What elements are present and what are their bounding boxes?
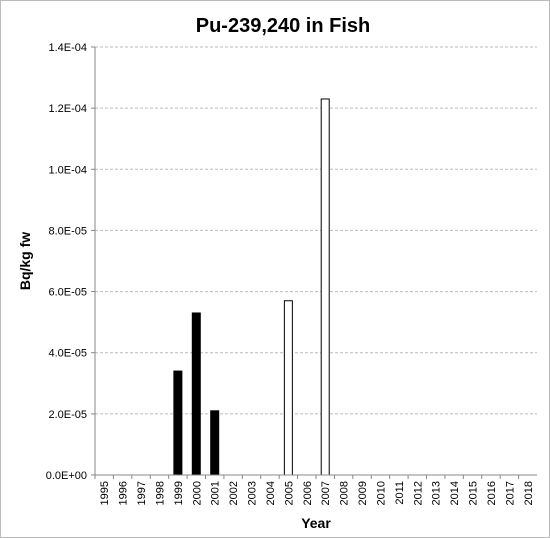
y-tick-label: 8.0E-05 xyxy=(48,225,87,237)
x-tick-label: 2004 xyxy=(265,481,277,505)
x-tick-label: 2003 xyxy=(247,481,259,505)
bar xyxy=(210,410,220,476)
x-tick-label: 2000 xyxy=(191,481,203,505)
y-tick-label: 2.0E-05 xyxy=(48,409,87,421)
bar xyxy=(320,98,330,476)
y-tick-label: 1.2E-04 xyxy=(48,103,87,115)
x-tick-label: 2013 xyxy=(431,481,443,505)
x-tick-label: 2012 xyxy=(412,481,424,505)
bar xyxy=(191,312,201,476)
x-tick-label: 2008 xyxy=(339,481,351,505)
chart-title: Pu-239,240 in Fish xyxy=(196,15,371,37)
x-tick-label: 2006 xyxy=(302,481,314,505)
y-tick-label: 6.0E-05 xyxy=(48,287,87,299)
x-tick-label: 2011 xyxy=(394,481,406,505)
x-tick-label: 1996 xyxy=(118,481,130,505)
bar xyxy=(283,300,293,476)
x-tick-label: 2005 xyxy=(283,481,295,505)
x-tick-label: 1999 xyxy=(173,481,185,505)
x-tick-label: 1998 xyxy=(154,481,166,505)
x-axis-label: Year xyxy=(301,515,331,531)
y-axis-label: Bq/kg fw xyxy=(17,232,33,290)
y-tick-label: 4.0E-05 xyxy=(48,348,87,360)
x-tick-label: 1995 xyxy=(99,481,111,505)
x-tick-label: 2002 xyxy=(228,481,240,505)
x-tick-label: 2017 xyxy=(504,481,516,505)
x-tick-label: 2018 xyxy=(523,481,535,505)
bar xyxy=(173,370,183,476)
y-tick-label: 1.4E-04 xyxy=(48,42,87,54)
y-tick-label: 0.0E+00 xyxy=(46,470,87,482)
x-tick-label: 2015 xyxy=(468,481,480,505)
x-tick-label: 2009 xyxy=(357,481,369,505)
x-tick-label: 2007 xyxy=(320,481,332,505)
x-tick-label: 2001 xyxy=(210,481,222,505)
x-tick-label: 2016 xyxy=(486,481,498,505)
y-tick-label: 1.0E-04 xyxy=(48,164,87,176)
x-tick-label: 2014 xyxy=(449,481,461,505)
x-tick-label: 2010 xyxy=(375,481,387,505)
x-tick-label: 1997 xyxy=(136,481,148,505)
